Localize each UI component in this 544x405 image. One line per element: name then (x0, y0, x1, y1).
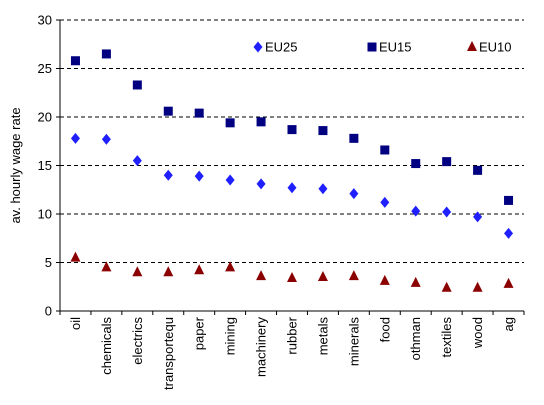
y-tick-label: 0 (45, 304, 52, 319)
x-category-label: othman (408, 317, 423, 360)
eu15-point-transportequ (163, 106, 173, 116)
x-category-label: minerals (346, 317, 361, 367)
eu25-point-wood (473, 211, 483, 223)
eu25-point-metals (318, 183, 328, 195)
eu15-point-rubber (287, 125, 297, 135)
y-tick-label: 20 (38, 110, 52, 125)
eu25-point-ag (504, 227, 514, 239)
x-category-label: machinery (254, 317, 269, 377)
eu15-point-wood (473, 165, 483, 175)
eu15-point-machinery (256, 117, 266, 127)
data-points (70, 49, 514, 292)
y-axis-title: av. hourly wage rate (8, 107, 23, 223)
gridlines (60, 19, 524, 263)
eu10-point-machinery (256, 270, 267, 281)
legend: EU25 EU15 EU10 (253, 40, 512, 55)
eu15-point-mining (225, 118, 235, 128)
series-eu15 (70, 49, 514, 205)
series-eu25 (70, 132, 514, 239)
legend-item-eu15: EU15 (367, 40, 412, 55)
series-eu10 (70, 251, 514, 292)
eu25-point-rubber (287, 182, 297, 194)
eu25-point-othman (411, 205, 421, 217)
x-category-label: oil (68, 317, 83, 330)
y-tick-label: 15 (38, 158, 52, 173)
x-category-label: textiles (439, 317, 454, 358)
eu15-point-textiles (442, 157, 452, 167)
legend-marker-eu25 (253, 41, 263, 53)
eu15-point-paper (194, 108, 204, 118)
eu10-point-minerals (348, 270, 359, 281)
y-tick-label: 5 (45, 255, 52, 270)
eu25-point-mining (225, 174, 235, 186)
eu15-point-oil (70, 56, 80, 66)
eu25-point-oil (70, 132, 80, 144)
eu15-point-food (380, 145, 390, 155)
x-category-label: metals (315, 317, 330, 356)
y-tick-label: 25 (38, 61, 52, 76)
x-category-label: mining (223, 317, 238, 355)
legend-item-eu10: EU10 (467, 40, 512, 55)
eu10-point-paper (194, 264, 205, 275)
legend-marker-eu15 (367, 42, 377, 52)
eu10-point-mining (225, 261, 236, 272)
eu15-point-minerals (349, 133, 359, 143)
x-category-label: wood (470, 317, 485, 349)
eu15-point-metals (318, 126, 328, 136)
legend-marker-eu10 (467, 41, 477, 51)
eu10-point-ag (503, 277, 514, 288)
x-category-label: chemicals (99, 317, 114, 375)
eu15-point-chemicals (101, 49, 111, 59)
eu25-point-transportequ (163, 169, 173, 181)
eu25-point-paper (194, 170, 204, 182)
eu10-point-othman (410, 276, 421, 287)
eu10-point-chemicals (101, 261, 112, 272)
eu25-point-textiles (442, 206, 452, 218)
eu10-point-textiles (441, 281, 452, 292)
legend-label: EU25 (265, 40, 298, 55)
x-category-label: electrics (130, 317, 145, 365)
legend-label: EU15 (379, 40, 412, 55)
eu10-point-food (379, 274, 390, 285)
legend-item-eu25: EU25 (253, 40, 298, 55)
eu25-point-minerals (349, 188, 359, 200)
y-tick-label: 10 (38, 207, 52, 222)
eu10-point-rubber (287, 272, 297, 283)
eu10-point-electrics (132, 266, 143, 277)
x-category-label: food (377, 317, 392, 342)
x-axis: oil chemicals electrics transportequ paper mi… (59, 310, 525, 390)
y-tick-label: 30 (38, 13, 52, 28)
eu10-point-transportequ (163, 266, 174, 277)
eu10-point-metals (317, 271, 328, 282)
x-category-label: paper (192, 316, 207, 350)
x-category-label: rubber (285, 316, 300, 354)
x-category-label: ag (501, 317, 516, 331)
x-category-label: transportequ (161, 317, 176, 390)
y-axis: 0 5 10 15 20 25 30 (38, 13, 61, 319)
eu10-point-oil (70, 251, 81, 262)
eu25-point-food (380, 196, 390, 208)
legend-label: EU10 (479, 40, 512, 55)
eu15-point-electrics (132, 80, 142, 90)
eu25-point-machinery (256, 178, 266, 190)
eu15-point-othman (411, 159, 421, 169)
eu15-point-ag (504, 195, 514, 205)
eu10-point-wood (472, 281, 483, 292)
eu25-point-electrics (132, 155, 142, 167)
eu25-point-chemicals (101, 133, 111, 145)
